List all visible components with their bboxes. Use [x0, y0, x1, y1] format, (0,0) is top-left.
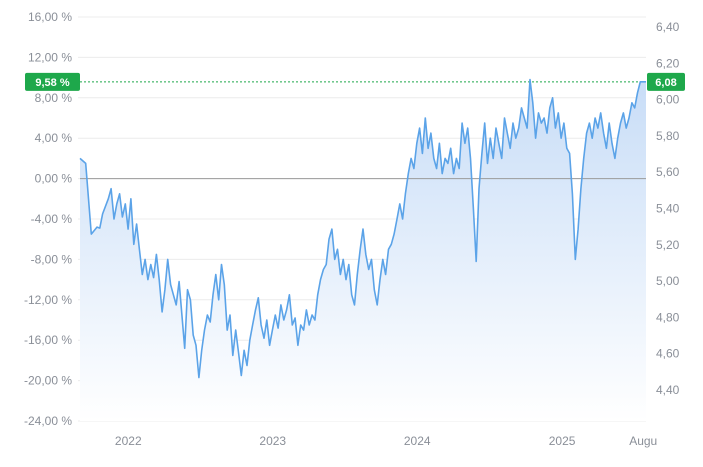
left-tick-label: -20,00 % [24, 374, 72, 388]
current-value-badges: 9,58 % 6,08 [25, 72, 685, 91]
current-percent-label: 9,58 % [35, 77, 69, 89]
left-axis-ticks: 16,00 % 12,00 % 8,00 % 4,00 % 0,00 % -4,00 % -… [24, 10, 72, 428]
right-tick-label: 5,60 [656, 165, 680, 179]
right-axis-ticks: 6,40 6,20 6,00 5,80 5,60 5,40 5,20 5,00 4,80 4,60… [656, 20, 680, 397]
left-tick-label: 16,00 % [28, 10, 72, 24]
right-tick-label: 4,40 [656, 383, 680, 397]
right-tick-label: 5,20 [656, 238, 680, 252]
right-tick-label: 6,20 [656, 56, 680, 70]
right-tick-label: 6,40 [656, 20, 680, 34]
area-layer [80, 79, 646, 421]
left-tick-label: 0,00 % [35, 172, 73, 186]
left-tick-label: -12,00 % [24, 293, 72, 307]
right-tick-label: 6,00 [656, 93, 680, 107]
current-value-label: 6,08 [655, 77, 676, 89]
right-tick-label: 4,80 [656, 310, 680, 324]
left-tick-label: 8,00 % [35, 91, 73, 105]
x-tick-label: 2023 [259, 434, 286, 448]
series-line [79, 78, 646, 379]
line-layer [79, 78, 646, 379]
left-tick-label: 4,00 % [35, 131, 73, 145]
current-value-badge [647, 72, 685, 91]
current-percent-badge [25, 72, 80, 91]
x-tick-label: Augu [629, 434, 657, 448]
right-tick-label: 5,80 [656, 129, 680, 143]
x-tick-label: 2022 [115, 434, 142, 448]
right-tick-label: 5,40 [656, 202, 680, 216]
x-axis-labels: 2022 2023 2024 2025 Augu [115, 434, 657, 448]
left-tick-label: 12,00 % [28, 50, 72, 64]
right-tick-label: 4,60 [656, 347, 680, 361]
left-tick-label: -8,00 % [31, 252, 73, 266]
area-fill [80, 79, 646, 421]
right-tick-label: 5,00 [656, 274, 680, 288]
x-tick-label: 2024 [404, 434, 431, 448]
x-tick-label: 2025 [549, 434, 576, 448]
left-tick-label: -4,00 % [31, 212, 73, 226]
left-tick-label: -24,00 % [24, 414, 72, 428]
left-tick-label: -16,00 % [24, 333, 72, 347]
